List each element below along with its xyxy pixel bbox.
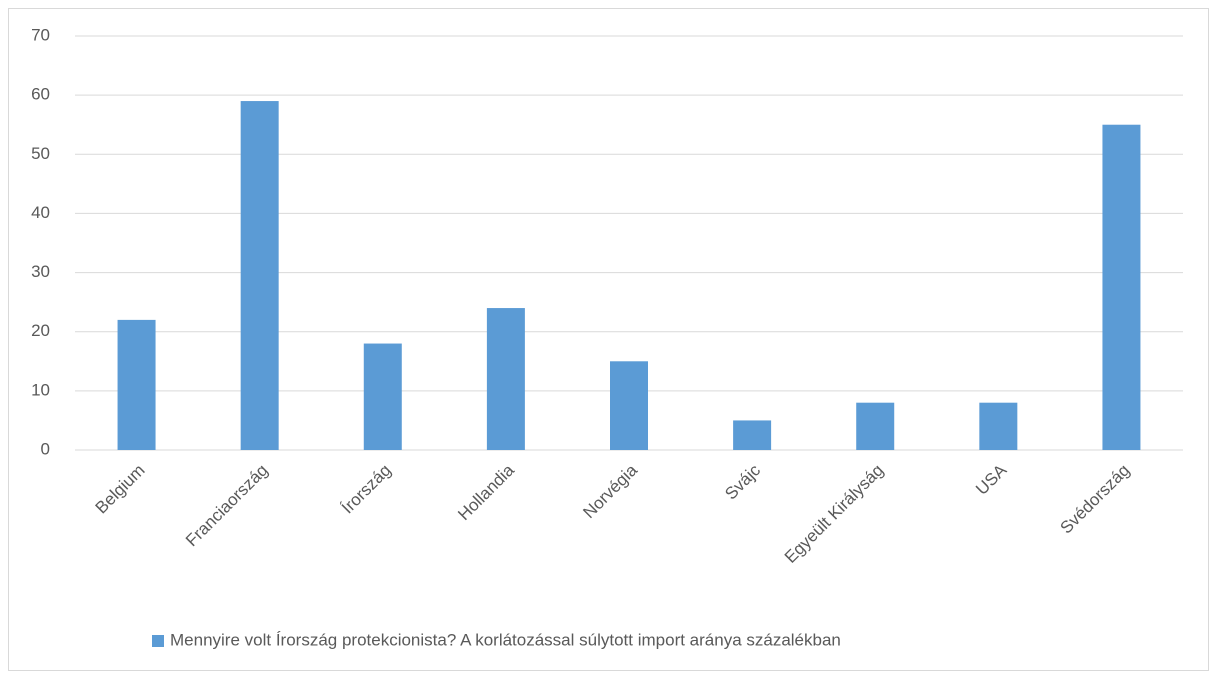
y-tick-label: 30 <box>31 262 50 281</box>
legend-swatch <box>152 635 164 647</box>
bar <box>856 402 895 450</box>
bar <box>1102 124 1141 450</box>
bar <box>733 420 772 450</box>
bar <box>610 361 648 450</box>
y-tick-label: 0 <box>41 439 50 458</box>
y-tick-label: 60 <box>31 85 50 104</box>
bar <box>117 319 156 450</box>
bar <box>240 101 279 451</box>
y-tick-label: 10 <box>31 380 50 399</box>
legend-label: Mennyire volt Írország protekcionista? A… <box>170 630 841 649</box>
y-tick-label: 20 <box>31 321 50 340</box>
bar <box>363 343 402 450</box>
chart-border <box>8 8 1209 671</box>
y-tick-label: 50 <box>31 144 50 163</box>
y-tick-label: 40 <box>31 203 50 222</box>
bar <box>979 402 1018 450</box>
y-tick-label: 70 <box>31 25 50 44</box>
bar <box>486 308 525 450</box>
